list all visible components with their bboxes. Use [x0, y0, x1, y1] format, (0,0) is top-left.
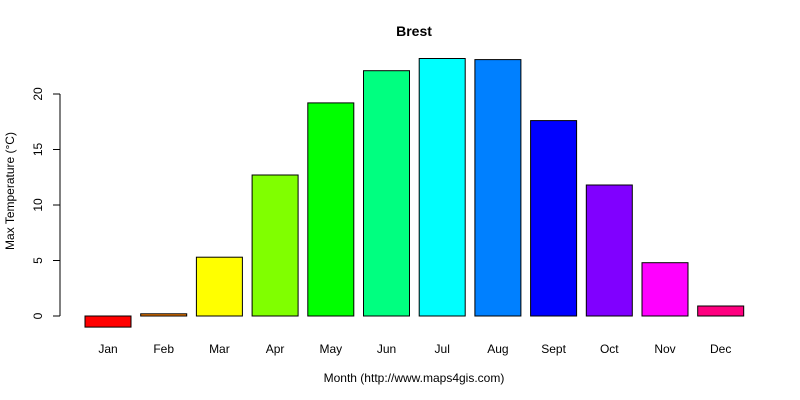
bars-group [84, 58, 745, 328]
x-tick-label-jan: Jan [98, 342, 117, 356]
bar-sept [530, 120, 578, 317]
bar-mar [195, 256, 243, 317]
x-tick-label-jul: Jul [435, 342, 450, 356]
y-axis-label: Max Temperature (°C) [3, 132, 17, 250]
bar-aug [474, 59, 522, 317]
bar-oct [585, 184, 633, 317]
bar-may [307, 102, 355, 317]
bar-jul [418, 58, 466, 317]
bar-dec [697, 305, 745, 317]
x-tick-label-mar: Mar [209, 342, 230, 356]
y-tick-label: 10 [31, 198, 45, 212]
x-axis-label: Month (http://www.maps4gis.com) [324, 371, 505, 385]
y-tick-label: 0 [31, 312, 45, 319]
y-tick-label: 15 [31, 143, 45, 157]
x-tick-label-feb: Feb [153, 342, 174, 356]
bar-nov [641, 262, 689, 317]
x-tick-label-apr: Apr [266, 342, 285, 356]
y-axis: 0 5 10 15 20 [31, 87, 61, 319]
x-tick-label-may: May [319, 342, 342, 356]
bar-jan [84, 315, 132, 328]
bar-apr [251, 174, 299, 317]
y-tick-label: 5 [31, 257, 45, 264]
x-tick-label-sept: Sept [541, 342, 566, 356]
x-tick-label-nov: Nov [654, 342, 675, 356]
chart-title: Brest [396, 23, 432, 39]
x-tick-labels: Jan Feb Mar Apr May Jun Jul Aug Sept Oct Nov Dec [98, 342, 731, 356]
bar-jun [363, 70, 410, 317]
x-tick-label-oct: Oct [600, 342, 619, 356]
x-tick-label-aug: Aug [487, 342, 508, 356]
x-tick-label-dec: Dec [710, 342, 731, 356]
y-tick-label: 20 [31, 87, 45, 101]
bar-feb [140, 313, 188, 317]
x-tick-label-jun: Jun [377, 342, 396, 356]
